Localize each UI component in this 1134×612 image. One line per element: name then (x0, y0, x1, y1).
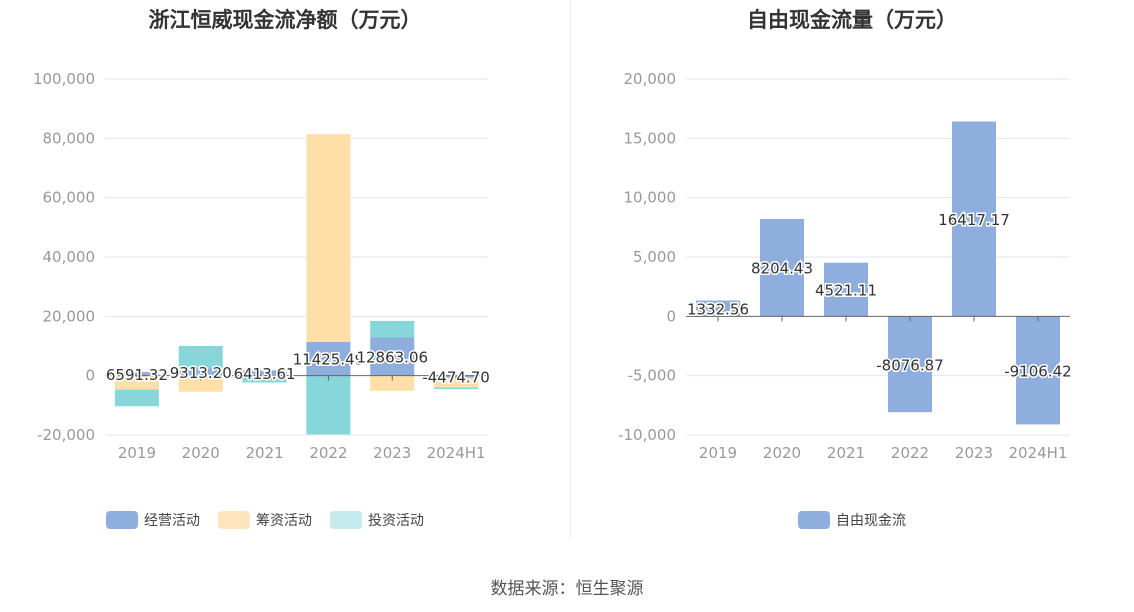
right-data-label: 8204.43 (751, 260, 813, 278)
right-y-tick-label: 0 (666, 307, 676, 325)
right-y-tick-label: 15,000 (624, 129, 677, 147)
right-bar (696, 300, 740, 317)
right-bar (824, 262, 868, 317)
left-stacked-bar-chart: -20,000 0 20,000 40,000 60,000 80,000 100,000 2… (33, 70, 491, 462)
left-bar (370, 337, 415, 376)
left-chart-title: 浙江恒威现金流净额（万元） (148, 8, 422, 32)
right-x-tick-label: 2022 (891, 444, 929, 462)
legend-item-free-cash-flow[interactable]: 自由现金流 (798, 510, 906, 530)
right-y-tick-label: -5,000 (628, 367, 676, 385)
legend-swatch-investing (330, 511, 362, 529)
left-bar (178, 346, 223, 369)
data-source-note: 数据来源：恒生聚源 (490, 579, 644, 599)
left-y-tick-label: 0 (85, 367, 95, 385)
left-bar (114, 375, 159, 390)
left-bar (434, 377, 479, 388)
left-bar (242, 370, 287, 376)
left-bar (114, 372, 159, 376)
left-y-tick-label: 20,000 (43, 307, 96, 325)
right-bar (760, 218, 804, 317)
legend-label-free-cash-flow: 自由现金流 (836, 513, 906, 529)
left-bar (306, 375, 351, 435)
right-data-label: -8076.87 (876, 356, 943, 374)
right-x-tick-label: 2024H1 (1009, 444, 1068, 462)
right-x-tick-label: 2021 (827, 444, 865, 462)
legend-swatch-operating (106, 511, 138, 529)
left-x-tick-label: 2023 (373, 444, 411, 462)
left-data-label: 11425.49 (293, 351, 365, 369)
right-bar (1016, 316, 1060, 425)
legend-label-financing: 筹资活动 (256, 513, 312, 529)
legend-label-operating: 经营活动 (144, 513, 200, 529)
right-data-label: 1332.56 (687, 300, 749, 318)
left-data-label: 6413.61 (234, 365, 296, 383)
left-bar (178, 375, 223, 392)
legend-label-investing: 投资活动 (368, 513, 424, 529)
legend-swatch-financing (218, 511, 250, 529)
left-y-tick-label: 80,000 (43, 129, 96, 147)
left-x-tick-label: 2019 (118, 444, 156, 462)
right-bar (888, 316, 932, 413)
left-x-tick-label: 2020 (182, 444, 220, 462)
right-bar-chart: -10,000 -5,000 0 5,000 10,000 15,000 20,000 201… (618, 70, 1073, 462)
right-x-tick-label: 2019 (699, 444, 737, 462)
right-y-tick-label: 5,000 (633, 248, 676, 266)
right-bar (952, 121, 996, 317)
left-bar (306, 134, 351, 342)
right-y-tick-label: -10,000 (618, 426, 676, 444)
right-legend: 自由现金流 (798, 510, 906, 530)
left-data-label: 9313.20 (170, 364, 232, 382)
left-y-tick-label: 40,000 (43, 248, 96, 266)
legend-item-financing[interactable]: 筹资活动 (218, 510, 312, 530)
left-bar (370, 320, 415, 338)
right-data-label: 16417.17 (938, 211, 1010, 229)
right-data-label: -9106.42 (1004, 362, 1071, 380)
legend-item-operating[interactable]: 经营活动 (106, 510, 200, 530)
left-bar (370, 375, 415, 391)
right-y-tick-label: 10,000 (624, 189, 677, 207)
right-data-label: 4521.11 (815, 282, 877, 300)
left-data-label: 6591.32 (106, 366, 168, 384)
right-chart-title: 自由现金流量（万元） (747, 8, 957, 32)
left-data-label: 12863.06 (356, 349, 428, 367)
left-x-tick-label: 2024H1 (427, 444, 486, 462)
left-bar (178, 368, 223, 376)
left-x-tick-label: 2021 (245, 444, 283, 462)
left-y-tick-label: 60,000 (43, 189, 96, 207)
left-x-tick-label: 2022 (309, 444, 347, 462)
left-y-tick-label: -20,000 (37, 426, 95, 444)
left-data-label: -4474.70 (422, 369, 489, 387)
right-x-tick-label: 2023 (955, 444, 993, 462)
legend-item-investing[interactable]: 投资活动 (330, 510, 424, 530)
left-bar (434, 387, 479, 390)
panel-divider (570, 0, 571, 540)
left-bar (306, 341, 351, 376)
right-y-tick-label: 20,000 (624, 70, 677, 88)
left-legend: 经营活动 筹资活动 投资活动 (106, 510, 424, 530)
left-bar (114, 389, 159, 407)
left-y-tick-label: 100,000 (33, 70, 95, 88)
right-x-tick-label: 2020 (763, 444, 801, 462)
legend-swatch-free-cash-flow (798, 511, 830, 529)
